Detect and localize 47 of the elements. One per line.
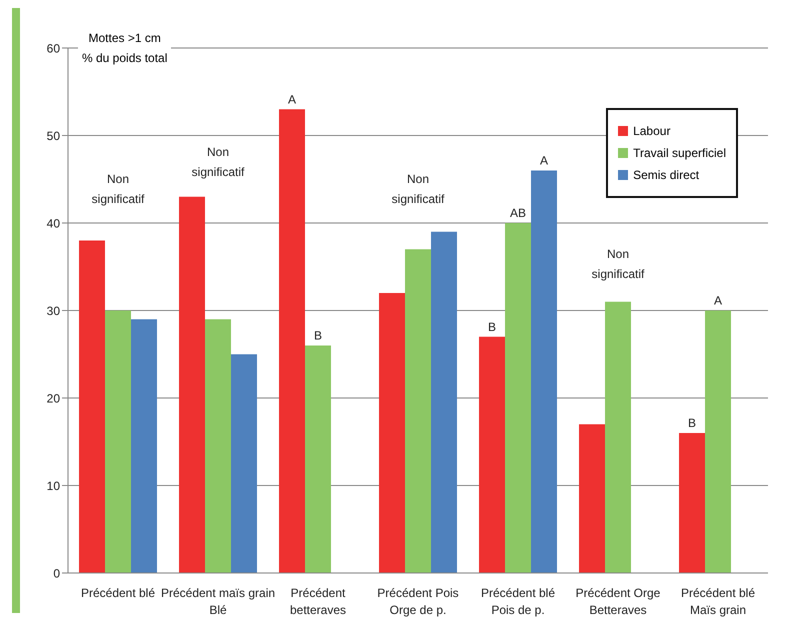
bar [279,109,305,573]
annotation: Non significatif [392,172,446,206]
y-axis-title: Mottes >1 cm % du poids total [82,30,168,67]
annotation: Non significatif [192,145,246,179]
bar [131,319,157,573]
bar [479,336,505,573]
bar [179,196,205,573]
x-tick-label: Précédent blé Maïs grain [680,586,756,617]
y-tick-label: 0 [53,566,60,580]
bar [231,354,257,573]
annotation: A [714,294,722,308]
bar [105,310,131,573]
bar [605,302,631,573]
annotation: Non significatif [592,247,646,281]
bar [705,310,731,573]
x-tick-label: Précédent blé [80,586,156,600]
bar [79,240,105,573]
x-tick-label: Précédent blé Pois de p. [480,586,556,617]
legend-label: Semis direct [633,168,700,182]
y-tick-label: 30 [46,304,60,318]
x-tick-label: Précédent Pois Orge de p. [377,586,459,617]
annotation: B [688,416,696,430]
annotation: AB [510,206,526,220]
annotation: Non significatif [92,172,146,206]
x-tick-label: Précédent betteraves [290,586,346,617]
bar [205,319,231,573]
y-tick-label: 20 [46,391,60,406]
bar [679,433,705,573]
bar [431,232,457,573]
annotation: B [488,320,496,334]
bar [531,170,557,573]
legend-label: Labour [633,124,670,138]
bar [405,249,431,573]
bar [505,223,531,573]
x-tick-label: Précédent maïs grain Blé [160,586,276,617]
annotation: B [314,328,322,342]
y-tick-label: 60 [46,41,60,56]
annotation: A [288,92,296,106]
bar [379,293,405,573]
bar [305,346,331,573]
x-tick-label: Précédent Orge Betteraves [576,586,661,617]
y-tick-label: 50 [46,128,60,143]
legend-label: Travail superficiel [633,146,726,160]
y-tick-label: 40 [46,216,60,230]
y-tick-label: 10 [46,478,60,493]
annotation: A [540,154,548,168]
bar [579,424,605,573]
